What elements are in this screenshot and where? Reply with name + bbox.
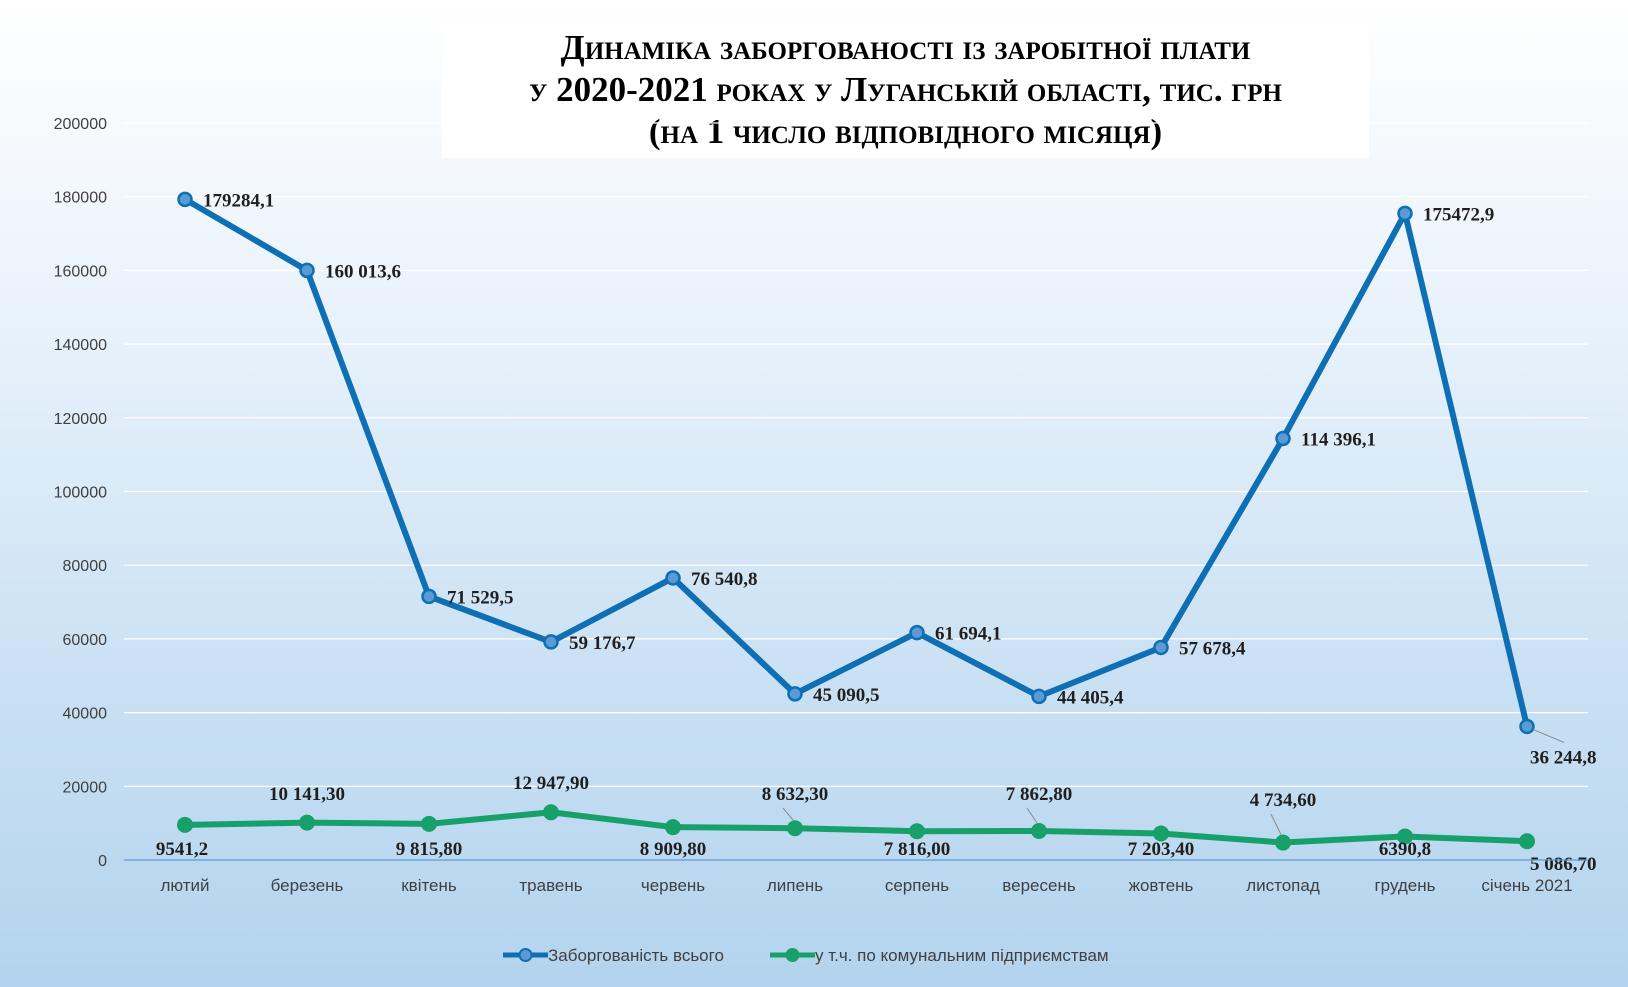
- data-label: 59 176,7: [569, 633, 636, 654]
- data-point: [299, 814, 315, 831]
- data-point: [1275, 834, 1291, 851]
- series-line-1: [182, 196, 1530, 730]
- data-point: [665, 819, 681, 836]
- x-tick-label: серпень: [885, 876, 949, 895]
- label-leader-line: [1026, 807, 1038, 824]
- series-lines: [177, 191, 1535, 851]
- chart-title-line-3: (на 1 число відповідного місяця): [648, 112, 1163, 151]
- legend-swatch-marker: [518, 948, 533, 962]
- data-point: [665, 570, 681, 586]
- data-point: [543, 634, 559, 650]
- chart-title-line-2: у 2020-2021 роках у Луганській області, …: [529, 70, 1282, 109]
- data-label: 160 013,6: [325, 261, 401, 282]
- label-leader-line: [1270, 813, 1282, 835]
- y-tick-label: 40000: [63, 706, 108, 723]
- data-point: [1397, 205, 1413, 222]
- data-point: [543, 804, 559, 821]
- chart-title: Динаміка заборгованості із заробітної пл…: [442, 22, 1369, 158]
- legend-item-1: Заборгованість всього: [503, 946, 724, 965]
- data-label: 61 694,1: [935, 624, 1002, 645]
- y-tick-label: 0: [98, 853, 107, 870]
- data-label: 6390,8: [1379, 839, 1431, 860]
- chart-title-line-1: Динаміка заборгованості із заробітної пл…: [560, 28, 1251, 67]
- data-point: [1519, 718, 1535, 735]
- data-label: 44 405,4: [1057, 687, 1124, 708]
- y-tick-label: 120000: [54, 411, 107, 428]
- data-point: [1397, 828, 1413, 845]
- data-label: 7 816,00: [884, 839, 951, 860]
- data-point: [1031, 823, 1047, 840]
- data-point: [1153, 639, 1169, 656]
- label-leader-line: [782, 807, 794, 821]
- data-point: [909, 624, 925, 641]
- data-point: [177, 191, 193, 208]
- data-label: 76 540,8: [691, 569, 758, 590]
- y-tick-label: 20000: [63, 779, 108, 796]
- data-label: 179284,1: [203, 190, 274, 211]
- data-label: 45 090,5: [813, 685, 880, 706]
- y-tick-label: 200000: [54, 116, 107, 133]
- data-point: [177, 816, 193, 833]
- data-label: 8 632,30: [762, 784, 829, 805]
- label-leader-line: [1532, 728, 1565, 743]
- legend: Заборгованість всього у т.ч. по комунальн…: [503, 946, 1109, 965]
- x-tick-label: квітень: [401, 876, 457, 895]
- x-tick-label: вересень: [1002, 876, 1076, 895]
- y-tick-label: 80000: [63, 558, 108, 575]
- data-point: [299, 262, 315, 279]
- data-point: [421, 588, 437, 605]
- y-tick-label: 160000: [54, 263, 107, 280]
- data-point: [421, 815, 437, 832]
- data-label: 4 734,60: [1250, 790, 1317, 811]
- data-point: [1153, 825, 1169, 842]
- y-tick-label: 180000: [54, 190, 107, 207]
- legend-item-2: у т.ч. по комунальним підприємствам: [770, 946, 1109, 965]
- data-label: 9 815,80: [396, 839, 463, 860]
- data-label: 71 529,5: [447, 587, 514, 608]
- data-point: [1519, 833, 1535, 850]
- data-label: 175472,9: [1423, 204, 1494, 225]
- data-label: 57 678,4: [1179, 638, 1246, 659]
- grid-lines: [124, 122, 1588, 787]
- x-tick-label: березень: [271, 876, 344, 895]
- data-point: [1031, 688, 1047, 705]
- data-point: [909, 823, 925, 840]
- data-point: [787, 820, 803, 837]
- data-label: 36 244,8: [1530, 747, 1597, 768]
- x-tick-label: грудень: [1374, 876, 1435, 895]
- data-point: [787, 686, 803, 702]
- data-label: 7 203,40: [1128, 839, 1195, 860]
- x-tick-label: лютий: [160, 876, 209, 895]
- legend-swatch-marker: [785, 948, 800, 962]
- legend-label: у т.ч. по комунальним підприємствам: [815, 946, 1109, 965]
- axes: 0 20000 40000 60000 80000 100000 120000 140000 1…: [54, 116, 1588, 895]
- data-label: 5 086,70: [1530, 854, 1597, 875]
- y-tick-label: 140000: [54, 337, 107, 354]
- data-label: 10 141,30: [269, 784, 345, 805]
- x-tick-label: січень 2021: [1481, 876, 1572, 895]
- x-tick-label: листопад: [1246, 876, 1320, 895]
- legend-label: Заборгованість всього: [548, 946, 724, 965]
- x-tick-label: жовтень: [1129, 876, 1194, 895]
- y-tick-label: 60000: [63, 632, 108, 649]
- data-label: 9541,2: [156, 839, 208, 860]
- x-tick-label: липень: [767, 876, 823, 895]
- series-line-2: [182, 809, 1530, 846]
- data-label: 12 947,90: [513, 773, 589, 794]
- y-tick-label: 100000: [54, 485, 107, 502]
- data-label: 114 396,1: [1301, 429, 1376, 450]
- data-label: 8 909,80: [640, 839, 707, 860]
- data-point: [1275, 430, 1291, 447]
- x-tick-label: червень: [641, 876, 705, 895]
- x-tick-label: травень: [519, 876, 582, 895]
- data-label: 7 862,80: [1006, 784, 1073, 805]
- data-labels: 179284,1 160 013,6 71 529,5 59 176,7 76 540,…: [156, 190, 1597, 875]
